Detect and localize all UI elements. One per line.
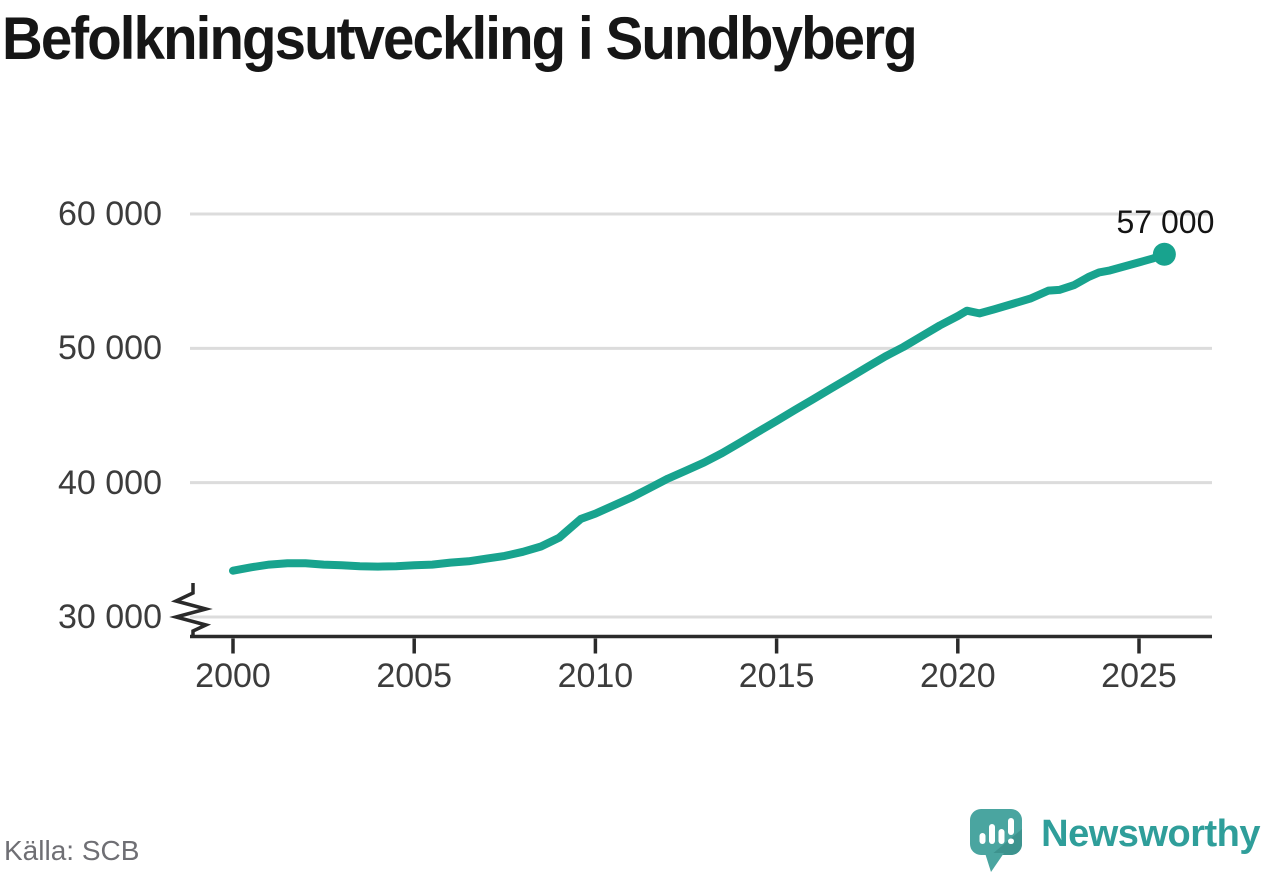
y-axis-break (169, 583, 213, 637)
end-value-label: 57 000 (1116, 204, 1215, 241)
population-line (229, 250, 1169, 575)
newsworthy-icon (970, 809, 1023, 872)
newsworthy-logo: Newsworthy (970, 809, 1260, 873)
x-tick-label: 2005 (376, 657, 452, 695)
y-tick-label: 50 000 (58, 329, 162, 368)
newsworthy-wordmark: Newsworthy (1041, 812, 1260, 855)
x-tick-label: 2000 (195, 657, 271, 695)
end-point-dot (1152, 242, 1176, 266)
chart-title: Befolkningsutveckling i Sundbyberg (2, 5, 918, 72)
y-tick-label: 40 000 (58, 463, 162, 502)
x-tick-label: 2015 (738, 657, 815, 695)
x-tick-label: 2020 (919, 657, 996, 695)
x-tick-label: 2025 (1101, 657, 1177, 695)
x-tick-label: 2010 (557, 657, 634, 695)
y-tick-label: 60 000 (58, 195, 162, 233)
source-label: Källa: SCB (4, 835, 140, 866)
y-tick-label: 30 000 (58, 598, 162, 636)
